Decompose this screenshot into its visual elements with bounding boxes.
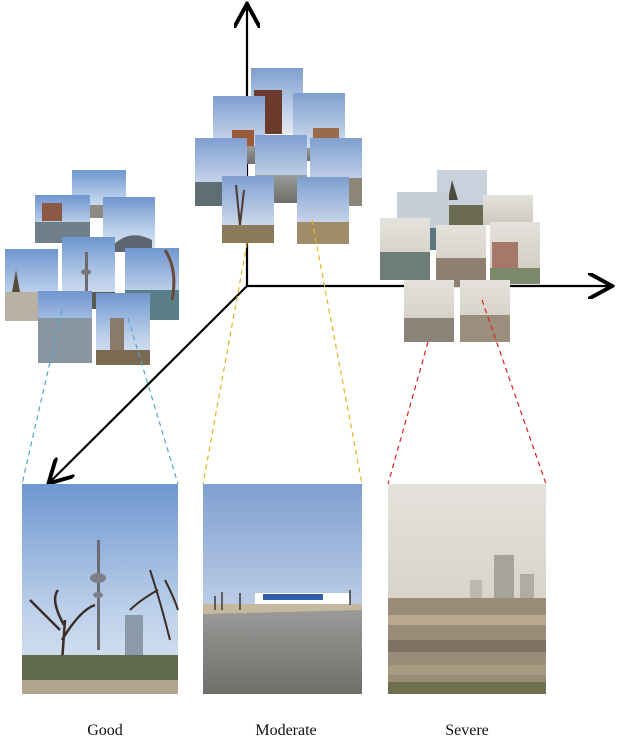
good-thumbnail — [35, 195, 90, 243]
good-connector-left — [21, 309, 63, 485]
moderate-connector-right — [311, 219, 363, 485]
severe-connector-left — [387, 341, 429, 485]
moderate-image-cluster — [195, 68, 362, 244]
severe-thumbnail — [404, 280, 454, 342]
good-thumbnail — [125, 248, 179, 320]
severe-sample-photo — [388, 484, 546, 694]
moderate-caption: Moderate — [255, 722, 317, 739]
good-sample-photo — [22, 484, 179, 694]
severe-image-cluster — [380, 170, 540, 342]
severe-connector-right — [481, 299, 547, 485]
moderate-thumbnail — [297, 177, 349, 244]
severe-caption: Severe — [445, 722, 489, 739]
moderate-connector-left — [202, 242, 248, 485]
good-connector-right — [127, 317, 179, 485]
depth-axis-arrow — [50, 285, 248, 482]
good-caption: Good — [87, 722, 123, 739]
severe-thumbnail — [490, 222, 540, 284]
connectors — [21, 219, 547, 485]
severe-thumbnail — [436, 225, 486, 287]
good-thumbnail — [96, 293, 150, 365]
severe-thumbnail — [380, 218, 430, 280]
good-thumbnail — [38, 291, 92, 363]
moderate-sample-photo — [203, 484, 362, 694]
severe-thumbnail — [483, 195, 533, 225]
moderate-thumbnail — [222, 176, 274, 243]
severe-thumbnail — [460, 280, 510, 342]
good-image-cluster — [5, 170, 179, 365]
